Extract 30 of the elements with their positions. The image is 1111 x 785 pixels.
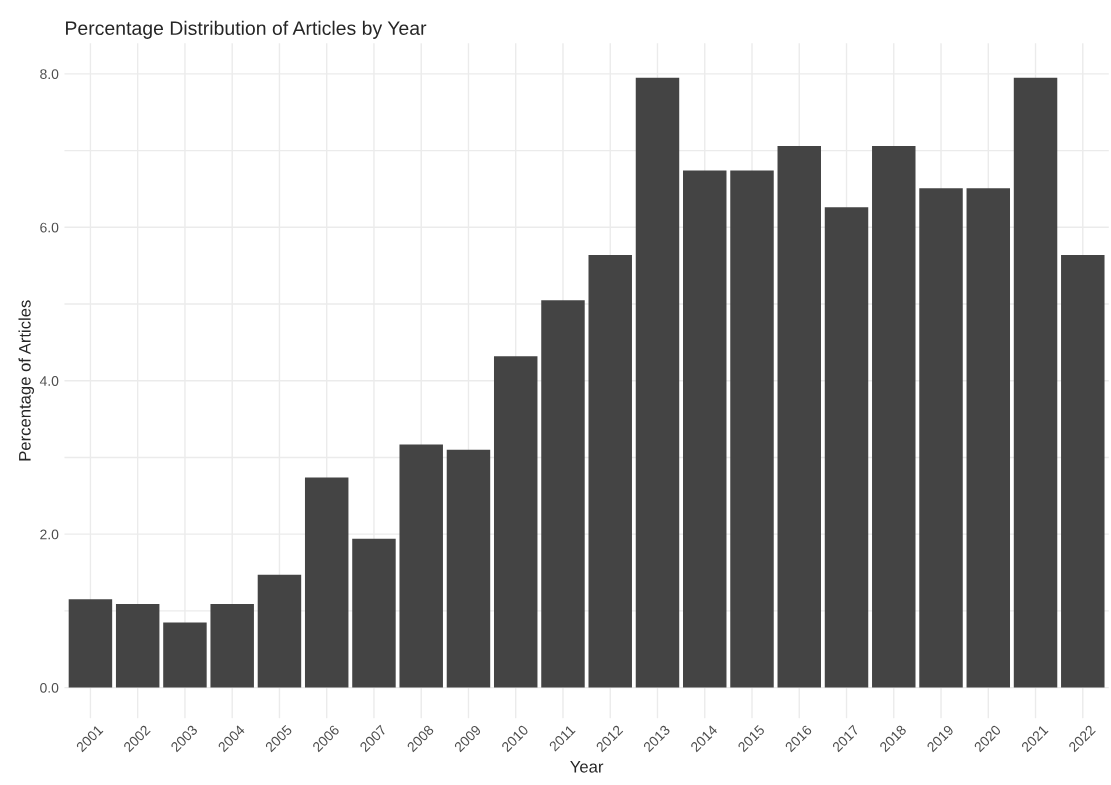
bar <box>1013 77 1058 688</box>
bar <box>824 207 869 688</box>
y-tick-label: 2.0 <box>40 529 59 540</box>
bar <box>777 145 821 688</box>
bar <box>68 599 113 688</box>
bar <box>399 444 443 688</box>
bar <box>872 145 916 688</box>
bar <box>115 603 160 688</box>
bar <box>541 300 585 688</box>
y-axis-title: Percentage of Articles <box>18 300 35 461</box>
bar <box>919 188 963 688</box>
bar <box>163 622 207 688</box>
bar <box>683 170 727 688</box>
bar <box>210 603 254 688</box>
bar <box>304 477 349 688</box>
bar <box>1061 254 1105 688</box>
bar <box>588 254 632 688</box>
bar <box>257 574 302 688</box>
x-axis-title: Year <box>570 761 604 773</box>
bar <box>966 188 1011 688</box>
y-tick-label: 4.0 <box>39 376 59 386</box>
chart-title: Percentage Distribution of Articles by Year <box>66 20 427 39</box>
y-tick-label: 6.0 <box>40 222 59 233</box>
bar <box>730 170 774 688</box>
bar <box>446 449 491 688</box>
y-tick-label: 8.0 <box>40 69 59 80</box>
y-tick-label: 0.0 <box>40 682 59 693</box>
bar <box>493 356 538 688</box>
bar <box>352 538 396 688</box>
bar <box>635 77 680 688</box>
